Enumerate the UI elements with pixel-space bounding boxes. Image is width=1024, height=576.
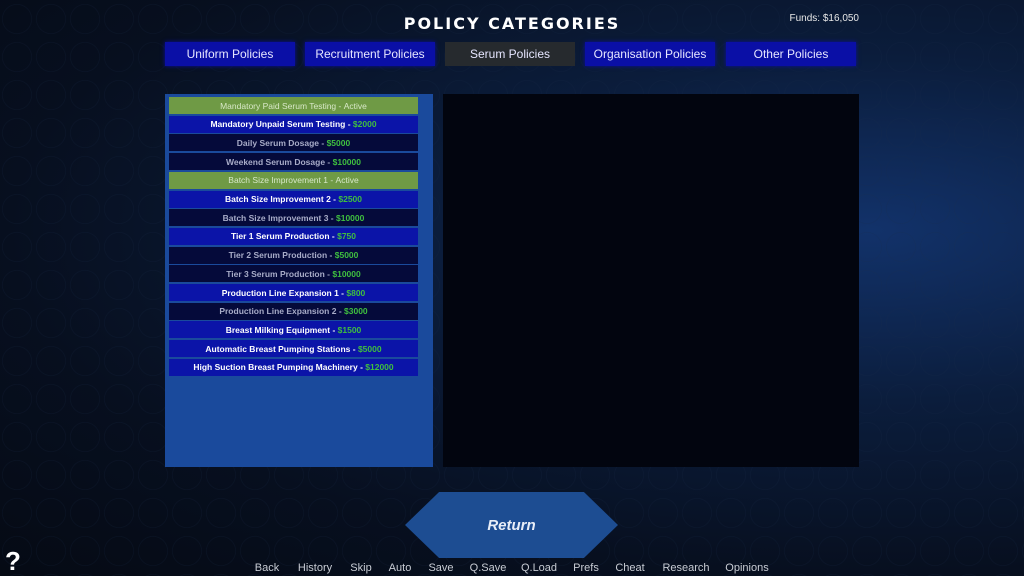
policy-cost: $5000 [334, 250, 359, 261]
quick-menu-opinions[interactable]: Opinions [725, 562, 769, 574]
help-button[interactable]: ? [5, 546, 21, 576]
quick-menu-cheat[interactable]: Cheat [615, 562, 645, 574]
policy-name: Production Line Expansion 1 [221, 287, 339, 298]
policy-item[interactable]: Batch Size Improvement 3 - $10000 [169, 209, 418, 227]
separator: - [327, 175, 336, 186]
policy-cost: $5000 [326, 137, 351, 148]
tab-recruitment-policies[interactable]: Recruitment Policies [305, 42, 435, 66]
policy-item[interactable]: Production Line Expansion 2 - $3000 [169, 302, 418, 320]
quick-menu-history[interactable]: History [297, 562, 333, 574]
separator: - [345, 119, 353, 130]
policy-item[interactable]: Batch Size Improvement 1 - Active [169, 171, 418, 189]
policy-item[interactable]: Weekend Serum Dosage - $10000 [169, 153, 418, 171]
separator: - [328, 212, 336, 223]
policy-item[interactable]: High Suction Breast Pumping Machinery - … [169, 358, 418, 376]
separator: - [324, 268, 333, 279]
quick-menu-save[interactable]: Save [428, 562, 454, 574]
return-button[interactable]: Return [405, 492, 618, 558]
quick-menu-back[interactable]: Back [254, 562, 280, 574]
tab-uniform-policies[interactable]: Uniform Policies [165, 42, 295, 66]
policy-item[interactable]: Mandatory Paid Serum Testing - Active [169, 97, 418, 114]
policy-name: Daily Serum Dosage [236, 137, 319, 148]
page-title: POLICY CATEGORIES [403, 14, 621, 33]
policy-name: Production Line Expansion 2 [219, 306, 337, 317]
policy-item[interactable]: Mandatory Unpaid Serum Testing - $2000 [169, 115, 418, 133]
policy-item[interactable]: Automatic Breast Pumping Stations - $500… [169, 340, 418, 358]
policy-name: Weekend Serum Dosage [226, 156, 326, 167]
separator: - [338, 287, 347, 298]
separator: - [350, 343, 358, 354]
policy-cost: $12000 [365, 362, 394, 373]
separator: - [330, 324, 338, 335]
quick-menu-research[interactable]: Research [662, 562, 710, 574]
policy-name: Mandatory Paid Serum Testing [220, 100, 337, 111]
tab-other-policies[interactable]: Other Policies [726, 42, 856, 66]
funds-display: Funds: $16,050 [789, 13, 860, 24]
tab-serum-policies[interactable]: Serum Policies [445, 42, 575, 66]
policy-name: High Suction Breast Pumping Machinery [193, 362, 358, 373]
separator: - [357, 362, 366, 373]
policy-name: Mandatory Unpaid Serum Testing [210, 119, 346, 130]
policy-cost: $3000 [344, 306, 368, 317]
separator: - [319, 137, 327, 148]
policy-cost: $1500 [337, 324, 362, 335]
policy-cost: $2500 [338, 194, 362, 204]
policy-name: Tier 2 Serum Production [228, 250, 328, 261]
tab-organisation-policies[interactable]: Organisation Policies [585, 42, 715, 66]
policy-cost: $750 [337, 231, 357, 242]
policy-item[interactable]: Batch Size Improvement 2 - $2500 [169, 190, 418, 208]
policy-cost: $2000 [352, 119, 377, 130]
policy-name: Tier 1 Serum Production [230, 231, 330, 242]
separator: - [327, 250, 335, 261]
separator: - [325, 156, 333, 167]
policy-name: Breast Milking Equipment [225, 324, 331, 335]
policy-item[interactable]: Tier 1 Serum Production - $750 [169, 227, 418, 245]
separator: - [336, 100, 344, 111]
policy-item[interactable]: Daily Serum Dosage - $5000 [169, 134, 418, 152]
quick-menu-qload[interactable]: Q.Load [520, 562, 558, 574]
policy-name: Tier 3 Serum Production [226, 268, 325, 279]
policy-item[interactable]: Tier 2 Serum Production - $5000 [169, 246, 418, 264]
policy-item[interactable]: Tier 3 Serum Production - $10000 [169, 265, 418, 283]
policy-description-panel [443, 94, 859, 467]
policy-name: Batch Size Improvement 1 [228, 175, 328, 186]
quick-menu-skip[interactable]: Skip [350, 562, 372, 574]
policy-name: Automatic Breast Pumping Stations [205, 343, 351, 354]
separator: - [329, 231, 338, 242]
policy-cost: Active [343, 100, 367, 111]
policy-name: Batch Size Improvement 2 [224, 194, 331, 204]
separator: - [330, 194, 339, 204]
quick-menu-prefs[interactable]: Prefs [573, 562, 599, 574]
policy-cost: $10000 [336, 212, 365, 223]
quick-menu-qsave[interactable]: Q.Save [469, 562, 507, 574]
policy-cost: $10000 [332, 156, 361, 167]
policy-item[interactable]: Breast Milking Equipment - $1500 [169, 321, 418, 339]
policy-cost: $800 [346, 287, 366, 298]
policy-list-panel: Mandatory Paid Serum Testing - Active Man… [165, 94, 433, 467]
policy-cost: $10000 [332, 268, 361, 279]
policy-cost: Active [335, 175, 359, 186]
separator: - [336, 306, 345, 317]
quick-menu-auto[interactable]: Auto [388, 562, 412, 574]
policy-cost: $5000 [357, 343, 382, 354]
policy-name: Batch Size Improvement 3 [222, 212, 329, 223]
policy-item[interactable]: Production Line Expansion 1 - $800 [169, 284, 418, 301]
